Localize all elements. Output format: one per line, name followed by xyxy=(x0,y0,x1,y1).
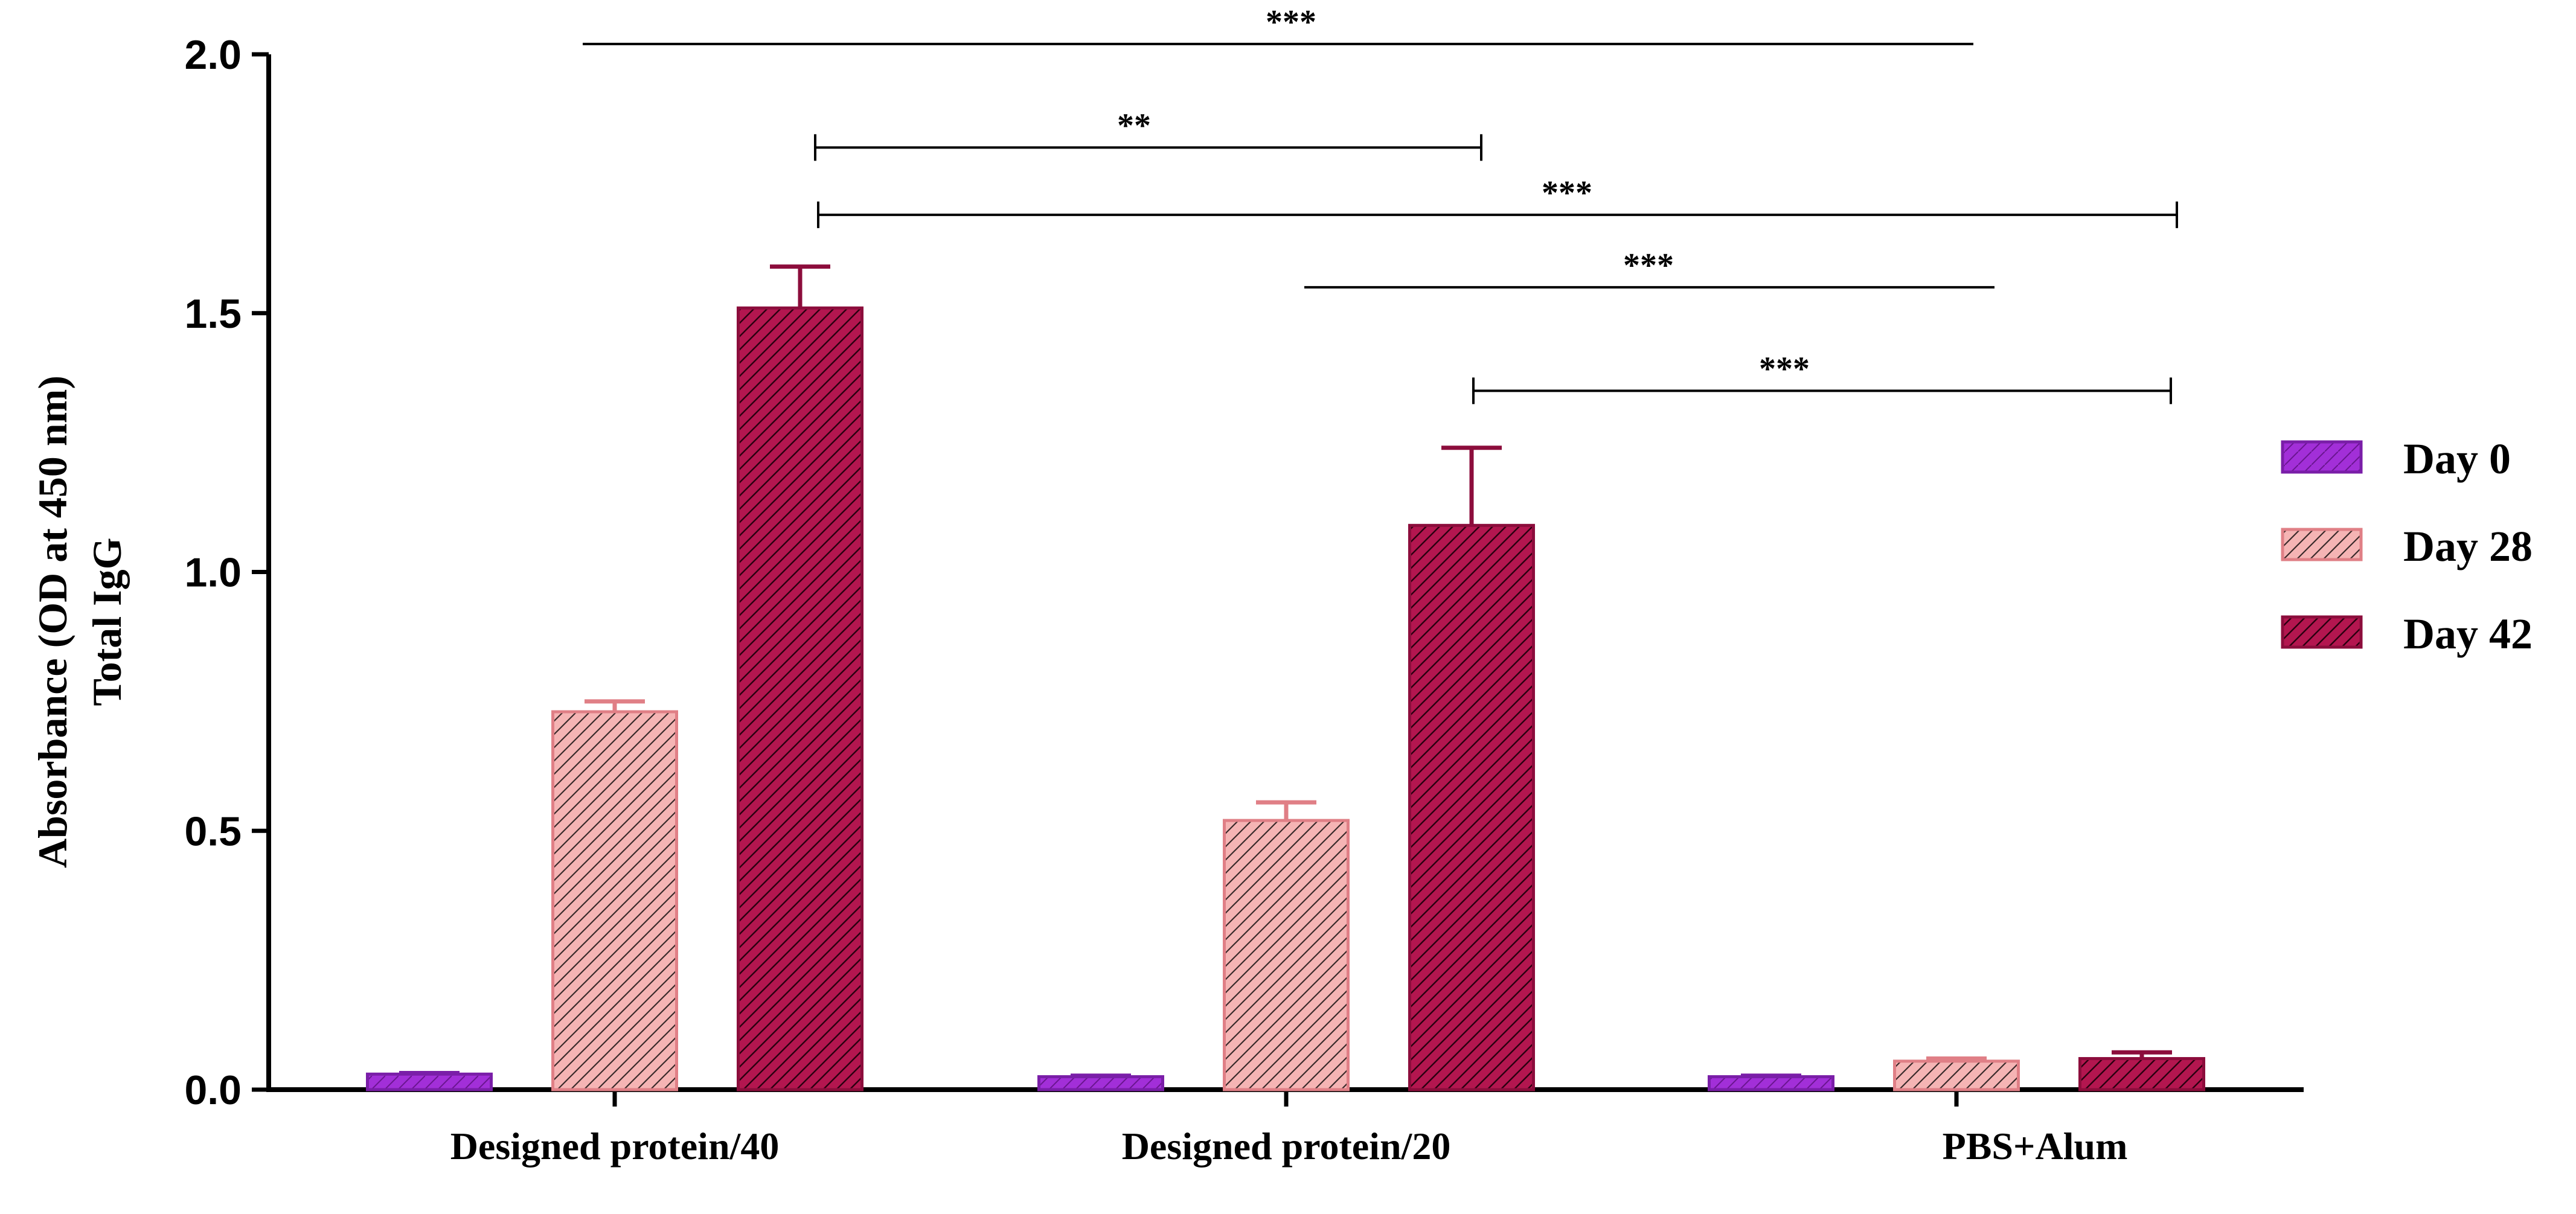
y-axis: 0.0 0.5 1.0 1.5 2.0 xyxy=(184,32,271,1113)
x-tick-label: Designed protein/20 xyxy=(1122,1125,1451,1168)
significance-brackets: ************** xyxy=(583,4,2178,404)
significance-label: *** xyxy=(1759,350,1810,388)
legend-label: Day 42 xyxy=(2403,610,2533,658)
legend-swatch xyxy=(2281,440,2363,474)
legend-swatch xyxy=(2281,615,2363,649)
bar-day-42 xyxy=(1408,523,1535,1091)
bar-day-42 xyxy=(2078,1057,2205,1091)
bar-day-0 xyxy=(366,1072,493,1091)
y-tick-label: 1.5 xyxy=(184,291,242,337)
y-axis-title-line-2: Total IgG xyxy=(84,537,130,706)
y-tick-label: 0.0 xyxy=(184,1067,242,1113)
legend: Day 0 Day 28 Day 42 xyxy=(2281,435,2533,658)
bars xyxy=(366,306,2205,1091)
y-tick-label: 0.5 xyxy=(184,808,242,854)
bar-day-0 xyxy=(1037,1075,1164,1091)
bar-day-28 xyxy=(1893,1059,2020,1091)
bar-day-0 xyxy=(1708,1075,1834,1091)
significance-label: *** xyxy=(1542,174,1592,212)
significance-label: *** xyxy=(1623,247,1674,284)
y-tick-label: 1.0 xyxy=(184,550,242,596)
y-axis-title-line-1: Absorbance (OD at 450 nm) xyxy=(30,375,75,868)
bar-day-28 xyxy=(551,710,678,1091)
error-bars xyxy=(399,264,2172,1078)
bar-day-28 xyxy=(1223,819,1350,1091)
x-tick-label: Designed protein/40 xyxy=(450,1125,780,1168)
legend-label: Day 28 xyxy=(2403,522,2533,570)
legend-label: Day 0 xyxy=(2403,435,2511,483)
y-tick-label: 2.0 xyxy=(184,32,242,78)
bar-day-42 xyxy=(737,306,863,1091)
x-axis: Designed protein/40 Designed protein/20 PB… xyxy=(266,1087,2304,1168)
x-tick-label: PBS+Alum xyxy=(1943,1125,2128,1168)
y-axis-title: Absorbance (OD at 450 nm) Total IgG xyxy=(30,375,130,868)
legend-swatch xyxy=(2281,528,2363,561)
significance-label: *** xyxy=(1266,4,1316,41)
significance-label: ** xyxy=(1117,107,1151,144)
